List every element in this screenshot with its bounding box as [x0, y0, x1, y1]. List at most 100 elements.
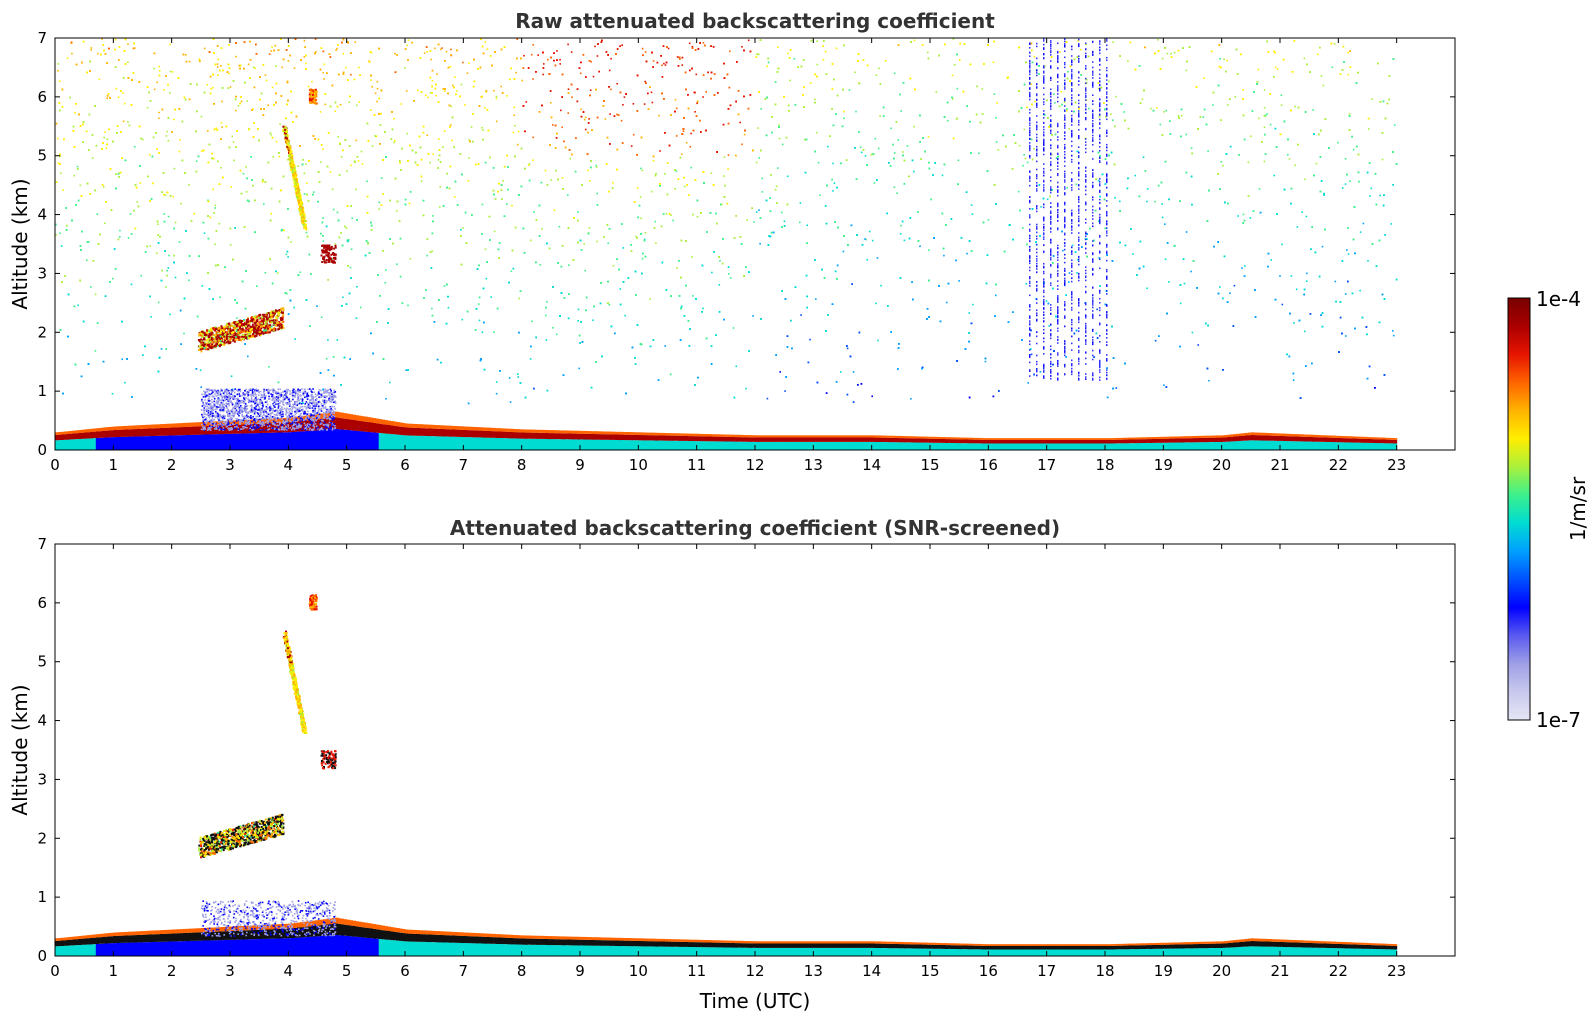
noise-pixel: [482, 129, 484, 131]
noise-pixel: [339, 103, 342, 106]
noise-pixel: [537, 54, 539, 56]
noise-pixel: [132, 47, 135, 50]
noise-pixel: [723, 156, 726, 158]
noise-pixel: [1157, 39, 1159, 41]
noise-pixel: [690, 166, 692, 169]
noise-pixel: [427, 96, 429, 99]
noise-pixel: [350, 73, 352, 76]
noise-pixel: [1219, 58, 1221, 60]
noise-pixel: [256, 285, 258, 287]
noise-pixel: [832, 190, 834, 192]
noise-pixel: [274, 44, 277, 47]
noise-pixel: [1274, 66, 1277, 69]
noise-pixel: [550, 102, 552, 104]
noise-pixel: [757, 127, 759, 129]
noise-pixel: [156, 252, 158, 254]
noise-pixel: [1242, 213, 1245, 216]
noise-pixel: [400, 103, 403, 105]
noise-pixel: [493, 89, 495, 92]
noise-pixel: [453, 196, 456, 198]
noise-pixel: [119, 229, 121, 232]
noise-pixel: [228, 72, 230, 75]
noise-pixel: [119, 236, 121, 238]
noise-pixel: [358, 101, 361, 103]
noise-pixel: [816, 63, 819, 66]
noise-pixel: [158, 117, 160, 120]
noise-pixel: [1331, 66, 1334, 69]
noise-pixel: [221, 100, 223, 103]
noise-pixel: [596, 192, 598, 195]
noise-pixel: [846, 347, 849, 350]
noise-pixel: [532, 44, 534, 46]
noise-pixel: [993, 93, 996, 95]
noise-pixel: [378, 208, 380, 210]
noise-pixel: [1208, 379, 1210, 382]
noise-pixel: [596, 240, 598, 243]
noise-pixel: [639, 196, 642, 198]
noise-pixel: [711, 271, 713, 274]
noise-pixel: [495, 392, 498, 395]
noise-pixel: [285, 253, 288, 256]
noise-pixel: [652, 159, 655, 162]
noise-pixel: [94, 293, 97, 296]
noise-pixel: [57, 69, 59, 72]
noise-pixel: [739, 121, 741, 124]
noise-pixel: [450, 105, 452, 108]
noise-pixel: [430, 58, 432, 61]
noise-pixel: [460, 83, 463, 86]
noise-pixel: [799, 221, 801, 224]
noise-pixel: [866, 258, 868, 261]
noise-pixel: [1097, 179, 1100, 182]
noise-pixel: [218, 222, 221, 225]
noise-pixel: [371, 85, 373, 88]
noise-pixel: [1321, 245, 1324, 248]
noise-pixel: [1344, 293, 1347, 295]
noise-pixel: [478, 319, 481, 322]
noise-pixel: [777, 46, 779, 49]
noise-pixel: [408, 202, 411, 205]
noise-pixel: [531, 320, 533, 323]
noise-pixel: [353, 160, 356, 162]
noise-pixel: [822, 58, 825, 61]
noise-pixel: [1316, 53, 1319, 56]
noise-pixel: [752, 315, 754, 317]
noise-pixel: [1349, 180, 1351, 182]
noise-pixel: [723, 175, 725, 177]
noise-pixel: [500, 85, 502, 88]
noise-pixel: [641, 47, 644, 50]
noise-pixel: [1280, 104, 1283, 106]
noise-pixel: [514, 124, 516, 127]
noise-pixel: [1323, 194, 1325, 196]
noise-pixel: [216, 63, 219, 65]
noise-pixel: [1039, 371, 1042, 373]
noise-pixel: [133, 146, 136, 148]
noise-pixel: [384, 282, 387, 284]
noise-pixel: [623, 96, 626, 98]
noise-pixel: [650, 91, 653, 94]
noise-pixel: [169, 313, 171, 316]
noise-pixel: [674, 188, 676, 190]
noise-pixel: [1018, 144, 1021, 147]
noise-pixel: [201, 285, 204, 287]
noise-pixel: [741, 143, 743, 146]
noise-pixel: [903, 239, 906, 242]
noise-pixel: [619, 288, 622, 290]
noise-pixel: [431, 307, 433, 310]
noise-pixel: [875, 74, 878, 76]
noise-pixel: [149, 245, 152, 247]
noise-pixel: [354, 41, 357, 43]
noise-pixel: [235, 55, 237, 58]
noise-pixel: [1066, 187, 1068, 189]
noise-pixel: [735, 365, 738, 368]
noise-pixel: [1294, 105, 1296, 108]
noise-pixel: [404, 67, 406, 69]
noise-pixel: [919, 245, 921, 247]
noise-pixel: [571, 96, 573, 98]
noise-pixel: [485, 91, 487, 93]
noise-pixel: [1303, 57, 1306, 60]
noise-pixel: [1322, 84, 1325, 87]
noise-pixel: [1280, 94, 1283, 97]
noise-pixel: [355, 188, 357, 191]
noise-pixel: [481, 331, 484, 334]
noise-pixel: [246, 100, 249, 102]
